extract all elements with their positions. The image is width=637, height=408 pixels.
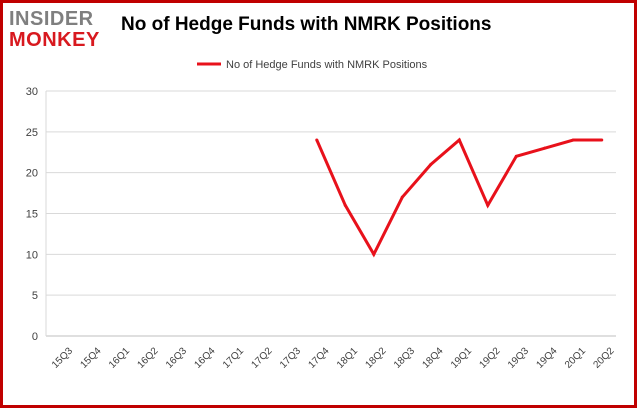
y-tick-label-20: 20 xyxy=(26,168,38,180)
x-tick-label-16Q1: 16Q1 xyxy=(107,345,132,370)
x-tick-label-17Q1: 17Q1 xyxy=(221,345,246,370)
data-point-18Q2 xyxy=(372,252,376,256)
y-tick-label-15: 15 xyxy=(26,209,38,221)
x-tick-label-19Q4: 19Q4 xyxy=(534,345,559,370)
y-tick-label-10: 10 xyxy=(26,249,38,261)
x-tick-label-16Q3: 16Q3 xyxy=(164,345,189,370)
x-tick-label-16Q2: 16Q2 xyxy=(135,345,160,370)
x-tick-label-17Q2: 17Q2 xyxy=(249,345,274,370)
y-tick-label-30: 30 xyxy=(26,86,38,98)
x-tick-label-19Q3: 19Q3 xyxy=(506,345,531,370)
chart-title: No of Hedge Funds with NMRK Positions xyxy=(121,14,492,35)
data-point-20Q2 xyxy=(600,138,604,142)
x-tick-label-19Q1: 19Q1 xyxy=(449,345,474,370)
data-point-19Q1 xyxy=(457,138,461,142)
data-point-19Q4 xyxy=(543,146,547,150)
data-point-18Q3 xyxy=(400,195,404,199)
x-tick-label-16Q4: 16Q4 xyxy=(192,345,217,370)
data-point-17Q4 xyxy=(315,138,319,142)
logo-line-1: INSIDER xyxy=(9,8,94,30)
y-tick-label-25: 25 xyxy=(26,127,38,139)
x-tick-label-20Q2: 20Q2 xyxy=(591,345,616,370)
data-point-20Q1 xyxy=(571,138,575,142)
insider-monkey-logo: INSIDER MONKEY xyxy=(6,6,118,54)
logo-line-2: MONKEY xyxy=(9,29,100,51)
y-tick-label-5: 5 xyxy=(32,290,38,302)
x-tick-label-15Q4: 15Q4 xyxy=(78,345,103,370)
x-tick-label-18Q1: 18Q1 xyxy=(335,345,360,370)
data-point-19Q3 xyxy=(514,154,518,158)
x-tick-label-20Q1: 20Q1 xyxy=(563,345,588,370)
legend-label: No of Hedge Funds with NMRK Positions xyxy=(226,59,428,71)
x-tick-label-18Q2: 18Q2 xyxy=(363,345,388,370)
series-line-0 xyxy=(315,137,602,258)
x-tick-label-15Q3: 15Q3 xyxy=(50,345,75,370)
y-tick-label-0: 0 xyxy=(32,331,38,343)
x-tick-label-17Q4: 17Q4 xyxy=(306,345,331,370)
x-tick-label-18Q4: 18Q4 xyxy=(420,345,445,370)
x-tick-label-18Q3: 18Q3 xyxy=(392,345,417,370)
data-point-18Q1 xyxy=(343,203,347,207)
x-tick-label-17Q3: 17Q3 xyxy=(278,345,303,370)
data-point-18Q4 xyxy=(429,163,433,166)
x-tick-label-19Q2: 19Q2 xyxy=(477,345,502,370)
data-point-19Q2 xyxy=(486,203,490,207)
